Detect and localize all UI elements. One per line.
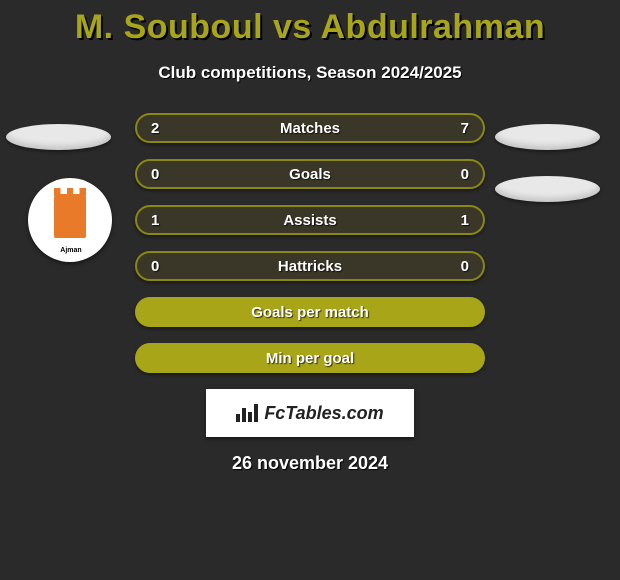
stat-bar: 0 Hattricks 0 xyxy=(135,251,485,281)
stat-left-value: 0 xyxy=(151,166,159,183)
stat-bar: Goals per match xyxy=(135,297,485,327)
stat-label: Hattricks xyxy=(278,258,342,275)
stat-left-value: 0 xyxy=(151,258,159,275)
team-badge-right-placeholder-1 xyxy=(495,124,600,150)
club-logo-left: Ajman xyxy=(28,178,112,262)
comparison-title: M. Souboul vs Abdulrahman xyxy=(0,0,620,47)
team-badge-right-placeholder-2 xyxy=(495,176,600,202)
stats-bars: 2 Matches 7 0 Goals 0 1 Assists 1 0 Hattricks 0 Goal… xyxy=(135,113,485,373)
fctables-label: FcTables.com xyxy=(264,403,383,424)
stat-right-value: 0 xyxy=(461,166,469,183)
club-logo-tower-icon xyxy=(54,194,86,238)
stat-right-value: 1 xyxy=(461,212,469,229)
bars-icon xyxy=(236,404,258,422)
stat-right-value: 0 xyxy=(461,258,469,275)
stat-bar: 1 Assists 1 xyxy=(135,205,485,235)
fctables-watermark: FcTables.com xyxy=(206,389,414,437)
comparison-subtitle: Club competitions, Season 2024/2025 xyxy=(0,63,620,83)
stat-left-value: 1 xyxy=(151,212,159,229)
comparison-date: 26 november 2024 xyxy=(0,453,620,474)
stat-label: Goals xyxy=(289,166,331,183)
team-badge-left-placeholder-1 xyxy=(6,124,111,150)
stat-bar: Min per goal xyxy=(135,343,485,373)
stat-label: Assists xyxy=(283,212,336,229)
stat-right-value: 7 xyxy=(461,120,469,137)
stat-label: Matches xyxy=(280,120,340,137)
stat-bar: 2 Matches 7 xyxy=(135,113,485,143)
stat-label: Goals per match xyxy=(251,304,369,321)
stat-label: Min per goal xyxy=(266,350,354,367)
stat-bar: 0 Goals 0 xyxy=(135,159,485,189)
club-logo-text: Ajman xyxy=(36,247,106,254)
stat-left-value: 2 xyxy=(151,120,159,137)
